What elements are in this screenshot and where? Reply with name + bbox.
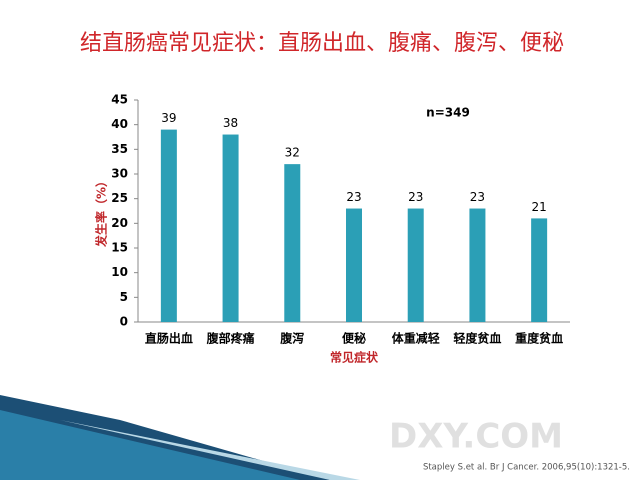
y-tick-label: 30	[111, 167, 128, 181]
annotation: n=349	[426, 106, 470, 120]
source: Stapley S.et al. Br J Cancer. 2006,95(10…	[423, 463, 630, 473]
bar	[346, 208, 362, 322]
value-label: 39	[161, 111, 176, 125]
x-tick-label: 重度贫血	[515, 331, 563, 346]
y-tick-label: 20	[111, 216, 128, 230]
y-tick-label: 15	[111, 241, 128, 255]
x-tick-label: 直肠出血	[145, 331, 193, 346]
value-label: 32	[285, 146, 300, 160]
bar	[407, 208, 424, 322]
y-tick-label: 25	[111, 191, 128, 205]
bar	[284, 164, 301, 322]
x-tick-label: 腹泻	[280, 331, 304, 346]
y-tick-label: 0	[120, 315, 128, 329]
x-tick-label: 体重减轻	[392, 331, 440, 346]
y-axis-label: 发生率（%）	[94, 175, 109, 248]
x-tick-label: 轻度贫血	[453, 331, 501, 346]
bar	[531, 218, 548, 322]
x-tick-label: 便秘	[342, 331, 366, 346]
value-label: 23	[470, 190, 485, 204]
watermark: DXY.COM	[389, 417, 563, 457]
value-label: 23	[408, 190, 423, 204]
y-tick-label: 45	[111, 93, 128, 107]
bar	[469, 208, 486, 322]
decor-swoosh-light	[60, 420, 360, 480]
value-label: 38	[223, 116, 238, 130]
x-tick-label: 腹部疼痛	[207, 331, 255, 346]
y-tick-label: 40	[111, 117, 128, 131]
y-tick-label: 10	[111, 265, 128, 279]
bar	[160, 129, 177, 322]
y-tick-label: 35	[111, 142, 128, 156]
y-tick-label: 5	[120, 290, 128, 304]
value-label: 23	[346, 190, 361, 204]
slide-title: 结直肠癌常见症状：直肠出血、腹痛、腹泻、便秘	[80, 31, 564, 56]
x-axis-label: 常见症状	[330, 350, 379, 365]
bar	[222, 134, 239, 322]
value-label: 21	[532, 200, 547, 214]
